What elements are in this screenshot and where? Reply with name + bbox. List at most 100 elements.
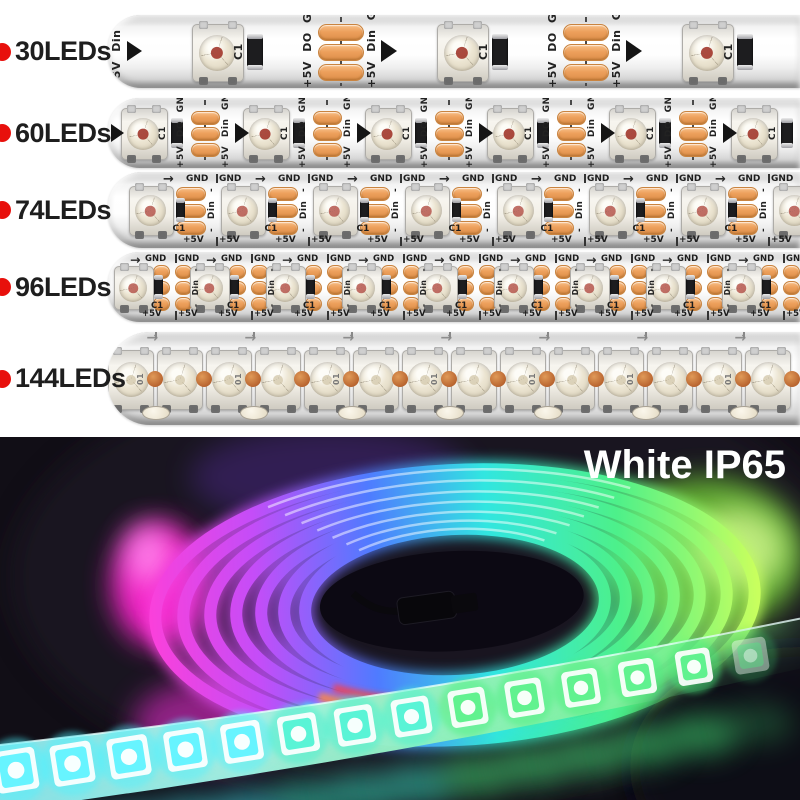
led-leg: [554, 346, 564, 355]
copper-pad: [783, 370, 800, 387]
led-leg: [629, 346, 639, 355]
led-leg: [594, 231, 604, 240]
front-led: [438, 678, 498, 737]
capacitor: [267, 200, 277, 220]
led-leg: [286, 346, 296, 355]
led-lens-core: [381, 128, 393, 140]
pin-label: +5V Din GND: [342, 98, 353, 168]
v5-label: +5V: [370, 309, 390, 319]
direction-arrow: →: [342, 332, 355, 346]
gnd-label: GND: [373, 254, 395, 264]
led-lens-core: [328, 205, 340, 217]
capacitor-end: [247, 64, 263, 70]
solder-pad: [562, 64, 609, 81]
led-lens-core: [503, 128, 515, 140]
capacitor: [762, 277, 771, 297]
pin-label: +5V Din GND: [220, 98, 231, 168]
led-leg: [526, 231, 536, 240]
led-lens-core: [144, 205, 156, 217]
v5-label: +5V: [710, 309, 730, 319]
capacitor: [737, 35, 753, 68]
led-lens-core: [625, 128, 637, 140]
led-lens: [686, 195, 718, 227]
capacitor: [492, 35, 508, 68]
led-leg: [640, 155, 650, 164]
led-leg: [309, 346, 319, 355]
led-leg: [248, 155, 258, 164]
chip-code-label: 01: [331, 372, 341, 385]
density-marker-dot: [0, 278, 11, 296]
led-leg: [158, 182, 168, 191]
led-leg: [291, 305, 301, 314]
solder-pad: [452, 221, 482, 235]
led-lens: [423, 273, 451, 302]
solder-pad: [434, 127, 464, 141]
led-lens: [211, 362, 247, 397]
density-label: 30LEDs: [0, 32, 112, 72]
led-lens: [162, 362, 198, 397]
led-package: [731, 636, 770, 675]
led-lens: [407, 362, 443, 397]
cut-tick: [216, 174, 218, 183]
capacitor-end: [175, 198, 185, 203]
capacitor-end: [536, 143, 549, 148]
led-chip: [680, 182, 726, 240]
v5-label: +5V: [735, 235, 756, 245]
floor-glow: [176, 797, 211, 800]
led-leg: [342, 231, 352, 240]
led-leg: [410, 231, 420, 240]
led-chip: [437, 20, 489, 85]
cut-tick: [555, 311, 557, 320]
led-chip: [682, 20, 734, 85]
floor-glow: [440, 755, 512, 796]
led-chip: [312, 182, 358, 240]
led-chip: [404, 182, 450, 240]
led-leg: [710, 231, 720, 240]
direction-arrow: →: [510, 252, 521, 267]
led-chip: [114, 262, 154, 314]
led-lens-core: [788, 205, 800, 217]
chip-code-label: 01: [527, 372, 537, 385]
led-lens: [701, 362, 737, 397]
bottom-lens: [533, 406, 562, 420]
floor-glow: [553, 735, 625, 776]
capacitor-end: [382, 275, 391, 280]
direction-arrow: →: [255, 172, 266, 187]
din-label: - Din -: [575, 187, 585, 233]
gnd-label: GND: [178, 254, 200, 264]
led-chip: [364, 104, 412, 164]
copper-pad: [734, 370, 751, 387]
led-leg: [686, 231, 696, 240]
gnd-label: GND: [495, 174, 518, 184]
led-lens-core: [714, 374, 724, 385]
front-strip-leds: [0, 628, 795, 800]
din-label: - Din -: [759, 187, 769, 233]
led-leg: [750, 346, 760, 355]
led-leg: [119, 262, 129, 271]
led-leg: [309, 404, 319, 413]
led-chip: [598, 346, 644, 413]
capacitor-end: [543, 198, 553, 203]
led-leg: [701, 346, 711, 355]
pin-label: +5V Din GND: [586, 98, 597, 168]
led-leg: [594, 182, 604, 191]
cut-tick: [546, 332, 549, 338]
capacitor-end: [534, 294, 543, 299]
led-leg: [614, 104, 624, 113]
solder-pad: [562, 24, 609, 41]
front-led: [268, 703, 329, 765]
led-leg: [778, 231, 788, 240]
cut-tick: [327, 311, 329, 320]
led-leg: [603, 346, 613, 355]
led-lens-core: [747, 128, 759, 140]
capacitor-label: C1: [356, 224, 370, 234]
pin-label: +5V Din GND: [110, 15, 123, 88]
cut-tick: [631, 254, 633, 263]
led-leg: [384, 346, 394, 355]
led-leg: [347, 305, 357, 314]
front-led: [723, 628, 778, 683]
led-leg: [736, 155, 746, 164]
led-chip: [157, 346, 203, 413]
pin-label: +5V Din GND: [464, 98, 475, 168]
capacitor-end: [458, 294, 467, 299]
